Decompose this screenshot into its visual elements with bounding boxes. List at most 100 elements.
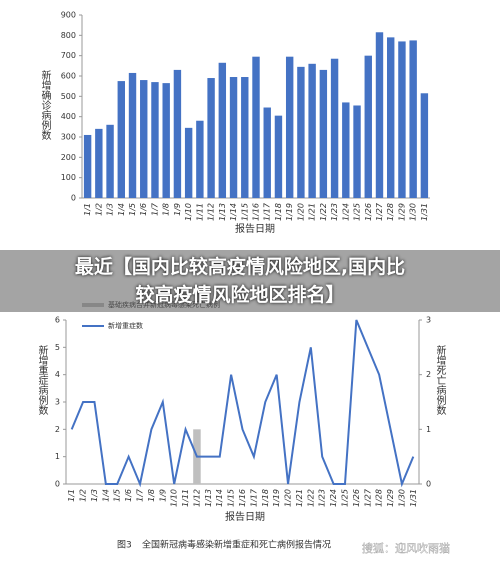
overlay-title: 最近【国内比较高疫情风险地区,国内比较高疫情风险地区排名】 xyxy=(74,256,406,306)
bar xyxy=(218,62,227,199)
bar xyxy=(319,69,328,199)
x-tick-label: 1/3 xyxy=(90,489,99,502)
bar xyxy=(173,69,182,199)
x-tick-label: 1/28 xyxy=(375,489,384,507)
x-tick-label: 1/9 xyxy=(158,489,167,502)
y-tick-label: 700 xyxy=(61,51,76,60)
y-tick-label: 800 xyxy=(61,31,76,40)
x-tick-label: 1/14 xyxy=(229,203,238,221)
x-tick-label: 1/26 xyxy=(364,203,373,221)
line xyxy=(70,319,415,488)
bar xyxy=(117,81,125,198)
bar xyxy=(353,105,361,198)
caption-text: 全国新冠病毒感染新增重症和死亡病例报告情况 xyxy=(142,539,331,551)
bar xyxy=(128,72,137,198)
x-tick-label: 1/14 xyxy=(215,489,224,507)
y-tick-label: 4 xyxy=(55,370,60,379)
x-tick-label: 1/5 xyxy=(128,203,137,216)
y-tick-label: 200 xyxy=(61,153,76,162)
x-tick-label: 1/4 xyxy=(117,203,126,216)
y-tick-label: 5 xyxy=(55,343,60,352)
x-tick-label: 1/12 xyxy=(192,489,201,507)
bar xyxy=(263,107,271,198)
x-tick-label: 1/15 xyxy=(240,203,249,221)
bar xyxy=(409,40,417,198)
bar xyxy=(420,93,429,198)
bar xyxy=(106,124,114,198)
x-tick-label: 1/19 xyxy=(272,489,281,507)
x-tick-label: 1/27 xyxy=(363,488,372,507)
x-tick-label: 1/7 xyxy=(136,488,145,502)
bar xyxy=(330,58,339,198)
y-tick-label: 400 xyxy=(61,112,76,121)
bar xyxy=(207,78,215,198)
x-tick-label: 1/18 xyxy=(274,203,283,221)
x-tick-label: 1/5 xyxy=(113,489,122,502)
x-tick-label: 1/1 xyxy=(83,203,92,216)
bar xyxy=(274,115,283,198)
y2-tick-label: 3 xyxy=(426,316,431,325)
x-tick-label: 1/9 xyxy=(173,203,182,216)
x-tick-label: 1/25 xyxy=(353,203,362,221)
y-axis-title: 新增重症病例数 xyxy=(36,344,48,416)
x-tick-label: 1/6 xyxy=(124,489,133,502)
bar xyxy=(184,127,193,198)
x-tick-label: 1/4 xyxy=(101,489,110,502)
x-tick-label: 1/2 xyxy=(94,203,103,216)
x-tick-label: 1/27 xyxy=(375,202,384,221)
y-tick-label: 500 xyxy=(61,92,76,101)
x-tick-label: 1/25 xyxy=(340,489,349,507)
x-tick-label: 1/24 xyxy=(341,203,350,221)
y-tick-label: 3 xyxy=(55,398,60,407)
x-tick-label: 1/23 xyxy=(318,489,327,507)
bar xyxy=(151,82,159,198)
y-axis-title: 新增确诊病例数 xyxy=(39,69,51,141)
x-axis-title: 报告日期 xyxy=(235,222,275,235)
x-tick-label: 1/31 xyxy=(409,489,418,507)
x-tick-label: 1/28 xyxy=(386,203,395,221)
x-tick-label: 1/22 xyxy=(306,489,315,507)
x-tick-label: 1/13 xyxy=(218,203,227,221)
x-tick-label: 1/21 xyxy=(295,489,304,507)
x-tick-label: 1/7 xyxy=(150,202,159,216)
x-tick-label: 1/10 xyxy=(170,489,179,507)
y-tick-label: 2 xyxy=(55,425,60,434)
x-tick-label: 1/24 xyxy=(329,489,338,507)
bar xyxy=(364,55,372,198)
x-tick-label: 1/31 xyxy=(420,203,429,221)
y-tick-label: 900 xyxy=(61,11,76,20)
x-tick-label: 1/20 xyxy=(284,489,293,507)
x-tick-label: 1/3 xyxy=(106,203,115,216)
y2-tick-label: 0 xyxy=(426,480,431,489)
x-tick-label: 1/16 xyxy=(238,489,247,507)
bar xyxy=(285,56,294,198)
caption-number: 图3 xyxy=(117,540,132,551)
bar xyxy=(140,80,148,198)
x-tick-label: 1/12 xyxy=(207,203,216,221)
x-tick-label: 1/6 xyxy=(139,203,148,216)
x-tick-label: 1/20 xyxy=(296,203,305,221)
bar xyxy=(387,37,395,198)
x-tick-label: 1/15 xyxy=(227,489,236,507)
x-tick-label: 1/17 xyxy=(263,202,272,221)
y-tick-label: 0 xyxy=(55,480,60,489)
title-band xyxy=(0,250,500,312)
y-tick-label: 6 xyxy=(55,316,60,325)
y2-tick-label: 2 xyxy=(426,370,431,379)
legend-label: 新增重症数 xyxy=(108,321,143,330)
x-tick-label: 1/19 xyxy=(285,203,294,221)
bar xyxy=(95,128,103,198)
x-tick-label: 1/18 xyxy=(261,489,270,507)
x-tick-label: 1/23 xyxy=(330,203,339,221)
y-tick-label: 300 xyxy=(61,133,76,142)
x-axis-title: 报告日期 xyxy=(225,510,265,523)
y-tick-label: 0 xyxy=(71,194,76,203)
x-tick-label: 1/11 xyxy=(181,489,190,507)
y2-tick-label: 1 xyxy=(426,425,431,434)
x-tick-label: 1/16 xyxy=(252,203,261,221)
bar xyxy=(196,120,204,198)
x-tick-label: 1/1 xyxy=(67,489,76,502)
x-tick-label: 1/13 xyxy=(204,489,213,507)
